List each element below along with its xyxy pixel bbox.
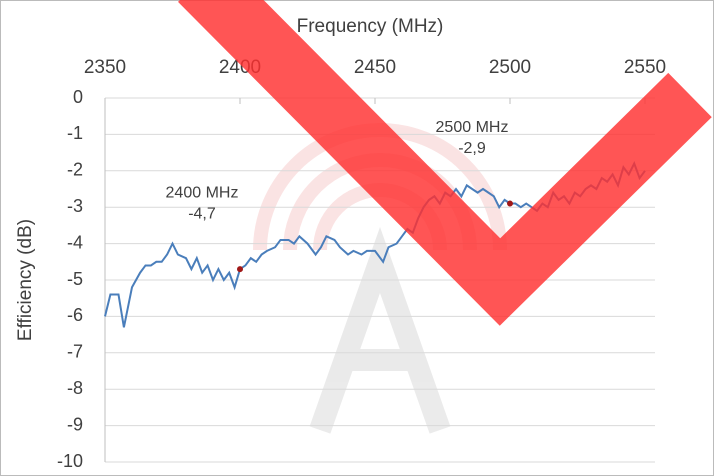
y-tick-label: -7 xyxy=(67,342,83,362)
y-tick-label: -5 xyxy=(67,269,83,289)
y-tick-label: -1 xyxy=(67,123,83,143)
y-tick-label: -6 xyxy=(67,305,83,325)
y-tick-label: -9 xyxy=(67,414,83,434)
chart-title: Frequency (MHz) xyxy=(297,16,444,37)
checkmark xyxy=(178,0,712,326)
x-tick-label: 2350 xyxy=(84,57,126,78)
annotation-marker xyxy=(237,266,243,273)
annotation-label: 2400 MHz xyxy=(166,184,239,201)
annotation-label: 2500 MHz xyxy=(436,119,509,136)
y-tick-label: -4 xyxy=(67,232,83,252)
annotation-value: -4,7 xyxy=(188,205,216,222)
y-tick-label: -8 xyxy=(67,378,83,398)
y-tick-label: -2 xyxy=(67,160,83,180)
y-tick-label: -10 xyxy=(57,451,83,471)
x-tick-label: 2500 xyxy=(489,57,531,78)
annotation-marker xyxy=(507,200,513,207)
x-tick-label: 2550 xyxy=(624,57,666,78)
y-axis-label: Efficiency (dB) xyxy=(15,219,36,341)
annotation-value: -2,9 xyxy=(458,140,486,157)
y-tick-label: 0 xyxy=(73,87,83,107)
x-tick-label: 2450 xyxy=(354,57,396,78)
y-tick-label: -3 xyxy=(67,196,83,216)
